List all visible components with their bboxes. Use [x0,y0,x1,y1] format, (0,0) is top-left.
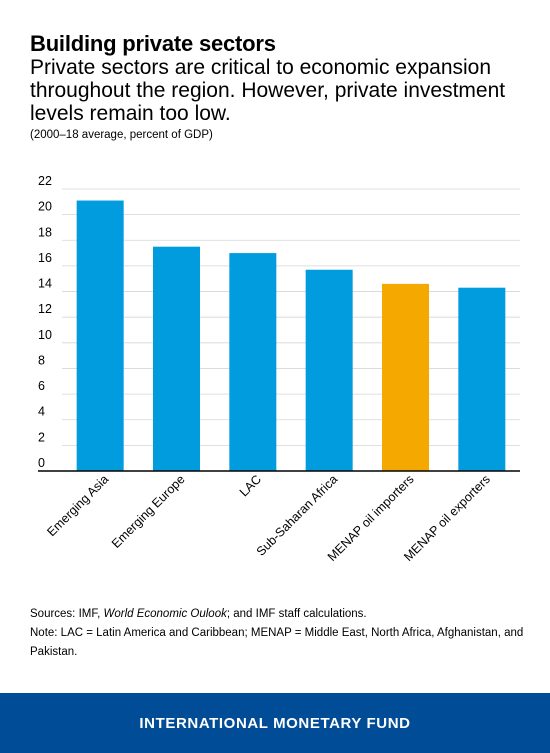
x-tick-label: Emerging Europe [109,472,188,551]
bar [77,201,124,471]
y-tick-label: 20 [38,200,52,214]
y-tick-label: 2 [38,430,45,444]
bar [458,288,505,471]
x-tick-label: MENAP oil exporters [401,472,493,564]
bar [229,253,276,471]
bar [306,270,353,471]
x-tick-label: Emerging Asia [44,472,111,539]
y-tick-label: 6 [38,379,45,393]
y-tick-label: 14 [38,277,52,291]
y-tick-label: 22 [38,174,52,188]
footer-text: INTERNATIONAL MONETARY FUND [139,715,410,732]
sources-prefix: Sources: IMF, [30,608,104,620]
y-tick-label: 8 [38,353,45,367]
y-tick-label: 0 [38,456,45,470]
sources-italic: World Economic Oulook [104,608,227,620]
bar-chart: 0 2 4 6 8 10 12 14 16 18 20 22 Emerging AsiaEmerging… [0,0,550,600]
y-tick-label: 10 [38,328,52,342]
y-tick-label: 18 [38,225,52,239]
note-line: Note: LAC = Latin America and Caribbean;… [30,624,535,662]
sources-suffix: ; and IMF staff calculations. [227,608,367,620]
y-tick-label: 16 [38,251,52,265]
x-tick-label: MENAP oil importers [325,472,417,564]
sources-line: Sources: IMF, World Economic Oulook; and… [30,605,535,624]
y-tick-label: 4 [38,405,45,419]
x-tick-label: Sub-Saharan Africa [254,472,341,559]
footer-banner: INTERNATIONAL MONETARY FUND [0,693,550,753]
bar [382,284,429,471]
y-tick-label: 12 [38,302,52,316]
chart-notes: Sources: IMF, World Economic Oulook; and… [30,605,535,662]
bar [153,247,200,471]
x-tick-label: LAC [237,472,264,499]
